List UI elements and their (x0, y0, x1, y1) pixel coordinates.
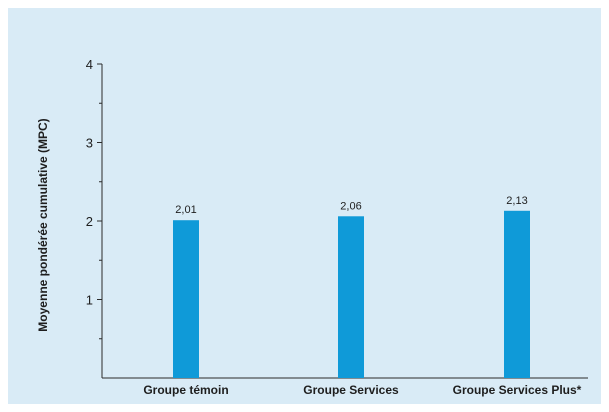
x-tick-labels: Groupe témoin Groupe Services Groupe Servi… (143, 383, 581, 397)
bar (338, 216, 364, 378)
y-tick-label: 3 (86, 136, 93, 151)
x-tick-label: Groupe Services (303, 383, 399, 397)
x-tick-label: Groupe Services Plus* (453, 383, 582, 397)
y-tick-label: 1 (86, 293, 93, 308)
bar-value-label: 2,13 (506, 195, 527, 207)
y-tick-label: 4 (86, 57, 93, 72)
bar (173, 220, 199, 378)
x-tick-label: Groupe témoin (143, 383, 228, 397)
y-tick-label: 2 (86, 214, 93, 229)
bar-value-label: 2,06 (340, 200, 361, 212)
bar (504, 211, 530, 378)
y-axis-label: Moyenne pondérée cumulative (MPC) (36, 118, 50, 331)
bar-value-label: 2,01 (175, 204, 196, 216)
